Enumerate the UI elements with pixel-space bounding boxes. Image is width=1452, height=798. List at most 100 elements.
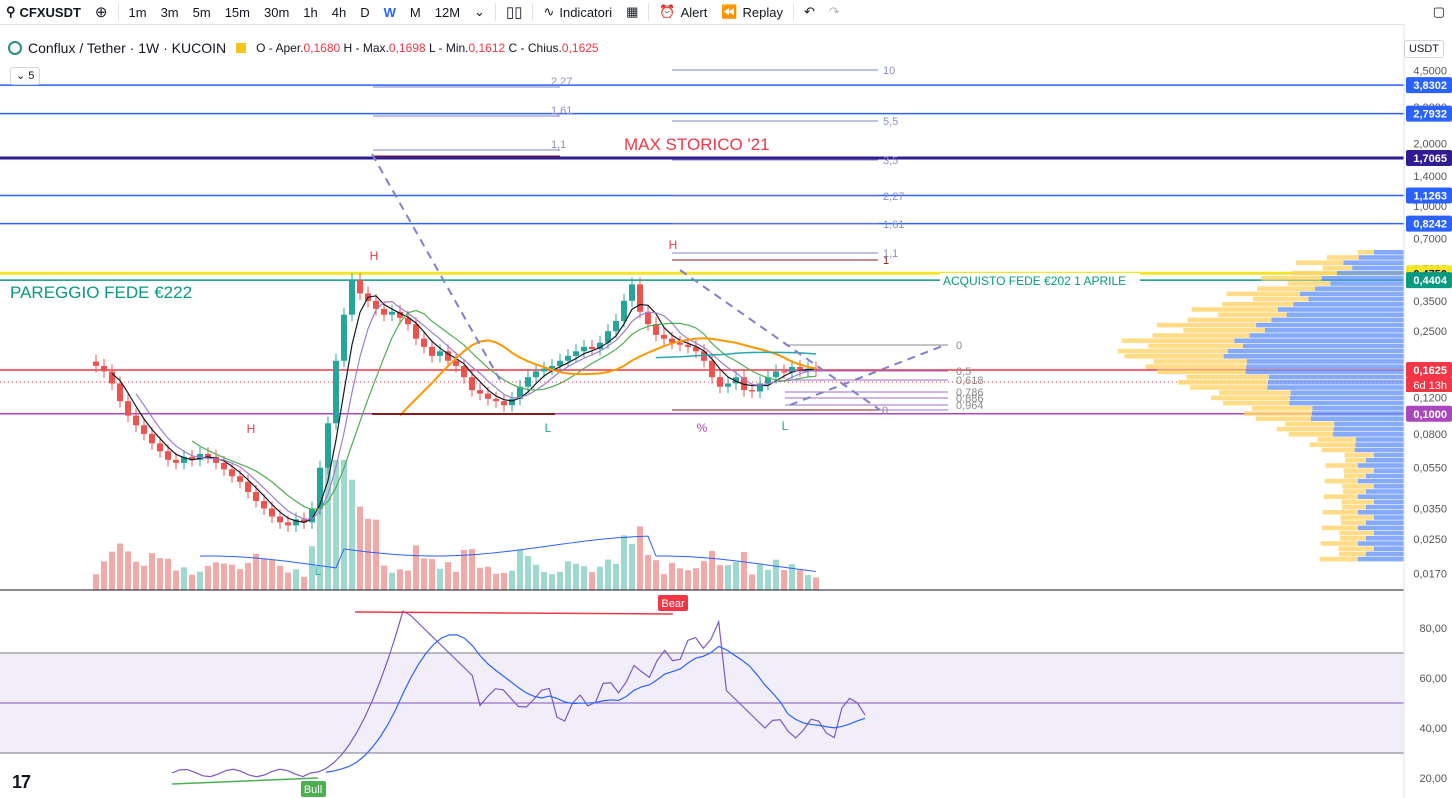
vp-yellow-22 <box>1145 364 1247 369</box>
vp-blue-50 <box>1358 510 1404 515</box>
ma-purple-line <box>135 301 817 520</box>
bull-divergence-line <box>171 777 319 785</box>
divider <box>792 3 794 21</box>
interval-1h[interactable]: 1h <box>303 4 318 20</box>
flag-icon <box>236 43 247 53</box>
tradingview-logo: 17 <box>12 772 31 792</box>
candle-body-40 <box>413 324 419 339</box>
interval-w[interactable]: W <box>383 4 396 20</box>
candle-body-71 <box>661 334 667 339</box>
indicator-count-toggle[interactable]: ⌄ 5 <box>10 67 41 85</box>
open-value: 0,1680 <box>303 41 341 55</box>
fib-right-label-4: 1,61 <box>883 219 904 231</box>
candle-body-69 <box>645 311 651 325</box>
vp-blue-28 <box>1289 395 1404 401</box>
volume-bar-29 <box>325 460 331 590</box>
volume-bar-11 <box>181 567 187 590</box>
plus-circle-icon: ⊕ <box>94 4 108 21</box>
chart-canvas[interactable]: 2,271,611,1105,53,52,271,611,1100,50,618… <box>0 24 1452 798</box>
vp-yellow-33 <box>1284 421 1335 427</box>
interval-dropdown[interactable]: ⌄ <box>467 0 492 24</box>
low-value: 0,1612 <box>468 41 506 55</box>
indicators-button[interactable]: ∿ Indicatori <box>536 0 619 24</box>
volume-bar-76 <box>701 561 707 590</box>
volume-bar-16 <box>221 563 227 590</box>
interval-4h[interactable]: 4h <box>331 4 347 20</box>
undo-button[interactable]: ↶ <box>797 0 822 24</box>
candle-body-7 <box>149 433 155 444</box>
chart-legend: Conflux / Tether · 1W · KUCOIN O - Aper.… <box>8 40 599 56</box>
candle-body-47 <box>469 377 475 391</box>
vp-yellow-15 <box>1183 328 1265 333</box>
volume-bar-36 <box>381 565 387 590</box>
vp-yellow-41 <box>1325 463 1358 468</box>
volume-bar-31 <box>341 460 347 590</box>
candle-body-15 <box>213 456 219 463</box>
volume-bar-37 <box>389 572 395 590</box>
vp-yellow-6 <box>1287 281 1331 286</box>
bear-divergence-line <box>354 611 674 615</box>
vp-blue-55 <box>1366 536 1404 541</box>
candle-body-33 <box>357 280 363 294</box>
candle-body-37 <box>389 311 395 315</box>
volume-bar-20 <box>253 553 259 590</box>
redo-button[interactable]: ↷ <box>822 0 847 24</box>
annotation-acquisto-bg <box>940 273 1140 287</box>
add-symbol-button[interactable]: ⊕ <box>88 0 115 24</box>
candle-body-66 <box>621 300 627 321</box>
alert-label: Alert <box>680 4 708 20</box>
candle-body-86 <box>781 371 787 373</box>
vp-blue-14 <box>1256 322 1404 328</box>
price-tick-7: 0,3500 <box>1413 296 1447 308</box>
vp-yellow-25 <box>1178 380 1268 385</box>
interval-d[interactable]: D <box>360 4 370 20</box>
divider <box>532 3 534 21</box>
chart-type-button[interactable]: ▯▯ <box>499 0 530 24</box>
volume-bar-8 <box>157 558 163 590</box>
volume-bar-61 <box>581 566 587 590</box>
volume-bar-59 <box>565 561 571 590</box>
osc-tick-3: 20,00 <box>1419 773 1447 785</box>
currency-button[interactable]: USDT <box>1404 40 1444 58</box>
volume-bar-78 <box>717 565 723 590</box>
vp-blue-41 <box>1358 463 1404 468</box>
vp-blue-49 <box>1366 504 1404 510</box>
vp-yellow-35 <box>1288 432 1333 437</box>
candle-body-27 <box>309 508 315 523</box>
alert-button[interactable]: ⏰ Alert <box>652 0 714 24</box>
interval-1m[interactable]: 1m <box>128 4 147 20</box>
volume-bar-4 <box>125 551 131 590</box>
fib-right-label-3: 2,27 <box>883 191 904 203</box>
vp-yellow-21 <box>1153 359 1247 364</box>
candle-body-29 <box>325 423 331 468</box>
interval-3m[interactable]: 3m <box>160 4 179 20</box>
candle-body-24 <box>285 522 291 526</box>
vp-yellow-53 <box>1321 525 1358 531</box>
interval-15m[interactable]: 15m <box>224 4 250 20</box>
interval-30m[interactable]: 30m <box>263 4 290 20</box>
marker-2: H <box>247 422 256 436</box>
candle-body-68 <box>637 284 643 312</box>
price-tick-12: 0,0350 <box>1413 503 1447 515</box>
templates-button[interactable]: ▦ <box>619 0 645 24</box>
interval-m[interactable]: M <box>409 4 421 20</box>
layout-button[interactable]: ▢ <box>1426 0 1452 24</box>
vp-blue-52 <box>1366 520 1404 525</box>
price-level-tag-8 <box>1406 405 1452 422</box>
vp-yellow-34 <box>1276 426 1334 432</box>
replay-button[interactable]: ⏪ Replay <box>714 0 790 24</box>
volume-bar-68 <box>637 526 643 590</box>
volume-bar-39 <box>405 570 411 590</box>
candle-body-6 <box>141 425 147 434</box>
vp-blue-16 <box>1249 333 1404 338</box>
vp-yellow-20 <box>1124 354 1224 359</box>
vp-yellow-55 <box>1340 536 1366 541</box>
vp-blue-39 <box>1374 452 1404 458</box>
symbol-search[interactable]: ⚲ CFXUSDT <box>0 0 88 24</box>
interval-5m[interactable]: 5m <box>192 4 211 20</box>
vp-yellow-45 <box>1342 484 1374 489</box>
vp-blue-0 <box>1374 250 1404 255</box>
volume-bar-74 <box>685 570 691 590</box>
vp-yellow-1 <box>1326 255 1359 260</box>
interval-12m[interactable]: 12M <box>434 4 461 20</box>
